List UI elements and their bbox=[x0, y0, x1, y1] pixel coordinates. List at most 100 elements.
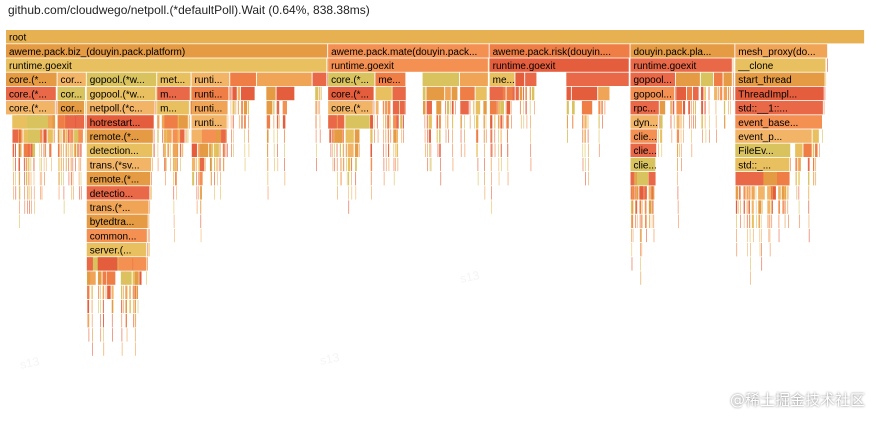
stack-frame[interactable] bbox=[85, 115, 86, 129]
stack-frame[interactable] bbox=[244, 143, 246, 157]
stack-frame[interactable] bbox=[118, 257, 133, 271]
stack-frame[interactable] bbox=[216, 143, 218, 157]
stack-frame[interactable] bbox=[653, 214, 655, 228]
stack-frame[interactable] bbox=[319, 129, 321, 143]
stack-frame[interactable] bbox=[196, 186, 198, 200]
stack-frame[interactable] bbox=[749, 186, 751, 200]
stack-frame[interactable] bbox=[133, 257, 147, 271]
stack-frame[interactable] bbox=[500, 143, 502, 157]
stack-frame[interactable] bbox=[659, 115, 663, 129]
stack-frame[interactable]: runti... bbox=[191, 115, 227, 129]
stack-frame[interactable] bbox=[714, 86, 718, 101]
stack-frame[interactable] bbox=[377, 129, 379, 143]
stack-frame[interactable] bbox=[229, 86, 230, 101]
stack-frame[interactable]: __clone bbox=[735, 58, 826, 72]
stack-frame[interactable] bbox=[787, 186, 789, 200]
stack-frame[interactable] bbox=[498, 157, 500, 172]
stack-frame[interactable] bbox=[30, 186, 32, 200]
stack-frame[interactable] bbox=[588, 157, 589, 172]
stack-frame[interactable]: event_base... bbox=[735, 115, 823, 129]
stack-frame[interactable] bbox=[123, 299, 125, 314]
stack-frame[interactable] bbox=[700, 72, 713, 86]
stack-frame[interactable] bbox=[525, 72, 537, 86]
stack-frame[interactable] bbox=[125, 299, 128, 314]
stack-frame[interactable] bbox=[157, 129, 159, 143]
stack-frame[interactable] bbox=[173, 157, 175, 172]
stack-frame[interactable] bbox=[185, 129, 187, 143]
stack-frame[interactable] bbox=[483, 129, 485, 143]
stack-frame[interactable] bbox=[57, 129, 60, 143]
stack-frame[interactable] bbox=[475, 101, 481, 115]
stack-frame[interactable] bbox=[720, 86, 723, 101]
stack-frame[interactable] bbox=[173, 214, 175, 228]
stack-frame[interactable] bbox=[107, 285, 111, 299]
stack-frame[interactable] bbox=[98, 285, 99, 299]
stack-frame[interactable] bbox=[756, 214, 757, 228]
stack-frame[interactable] bbox=[451, 101, 454, 115]
stack-frame[interactable] bbox=[735, 186, 738, 200]
stack-frame[interactable]: std::_... bbox=[735, 157, 790, 172]
stack-frame[interactable] bbox=[740, 214, 741, 228]
stack-frame[interactable] bbox=[392, 86, 406, 101]
stack-frame[interactable] bbox=[390, 115, 391, 129]
stack-frame[interactable]: cor... bbox=[57, 72, 86, 87]
stack-frame[interactable] bbox=[759, 228, 761, 243]
stack-frame[interactable] bbox=[709, 129, 710, 143]
stack-frame[interactable] bbox=[676, 72, 700, 86]
stack-frame[interactable] bbox=[237, 86, 240, 101]
stack-frame[interactable] bbox=[430, 143, 432, 157]
stack-frame[interactable] bbox=[346, 172, 348, 186]
stack-frame[interactable] bbox=[704, 101, 706, 115]
stack-frame[interactable] bbox=[636, 214, 638, 228]
stack-frame[interactable] bbox=[374, 129, 375, 143]
stack-frame[interactable] bbox=[631, 214, 633, 228]
stack-frame[interactable] bbox=[376, 115, 378, 129]
stack-frame[interactable] bbox=[12, 143, 14, 157]
stack-frame[interactable] bbox=[387, 143, 389, 157]
stack-frame[interactable] bbox=[15, 157, 16, 172]
stack-frame[interactable] bbox=[491, 200, 493, 214]
stack-frame[interactable] bbox=[327, 72, 329, 86]
stack-frame[interactable] bbox=[282, 101, 287, 115]
stack-frame[interactable] bbox=[150, 186, 151, 200]
stack-frame[interactable] bbox=[199, 157, 203, 172]
stack-frame[interactable] bbox=[677, 172, 679, 186]
stack-frame[interactable] bbox=[530, 115, 531, 129]
stack-frame[interactable] bbox=[205, 157, 206, 172]
stack-frame[interactable] bbox=[497, 115, 500, 129]
stack-frame[interactable] bbox=[167, 143, 170, 157]
stack-frame[interactable] bbox=[230, 101, 232, 115]
stack-frame[interactable] bbox=[393, 129, 397, 143]
stack-frame[interactable]: core.(*... bbox=[328, 86, 374, 101]
stack-frame[interactable] bbox=[632, 200, 634, 214]
stack-frame[interactable] bbox=[78, 157, 80, 172]
stack-frame[interactable] bbox=[179, 143, 181, 157]
stack-frame[interactable] bbox=[519, 86, 523, 101]
stack-frame[interactable] bbox=[500, 129, 502, 143]
stack-frame[interactable] bbox=[691, 143, 693, 157]
stack-frame[interactable] bbox=[44, 172, 45, 186]
stack-frame[interactable] bbox=[87, 314, 90, 328]
stack-frame[interactable] bbox=[248, 101, 249, 115]
stack-frame[interactable] bbox=[400, 115, 402, 129]
stack-frame[interactable] bbox=[763, 172, 778, 186]
stack-frame[interactable] bbox=[139, 271, 142, 285]
stack-frame[interactable] bbox=[477, 172, 479, 186]
stack-frame[interactable] bbox=[515, 86, 519, 101]
stack-frame[interactable] bbox=[232, 129, 234, 143]
stack-frame[interactable] bbox=[243, 101, 248, 115]
stack-frame[interactable] bbox=[316, 157, 317, 172]
stack-frame[interactable] bbox=[523, 115, 525, 129]
stack-frame[interactable] bbox=[43, 129, 46, 143]
stack-frame[interactable]: gopool... bbox=[630, 86, 675, 101]
stack-frame[interactable] bbox=[566, 72, 629, 86]
stack-frame[interactable] bbox=[65, 115, 76, 129]
stack-frame[interactable] bbox=[484, 172, 485, 186]
stack-frame[interactable] bbox=[688, 101, 691, 115]
stack-frame[interactable] bbox=[530, 157, 532, 172]
stack-frame[interactable] bbox=[455, 101, 456, 115]
stack-frame[interactable] bbox=[100, 314, 101, 328]
stack-frame[interactable] bbox=[87, 285, 90, 299]
stack-frame[interactable] bbox=[772, 186, 773, 200]
stack-frame[interactable]: remote.(*... bbox=[86, 129, 153, 143]
